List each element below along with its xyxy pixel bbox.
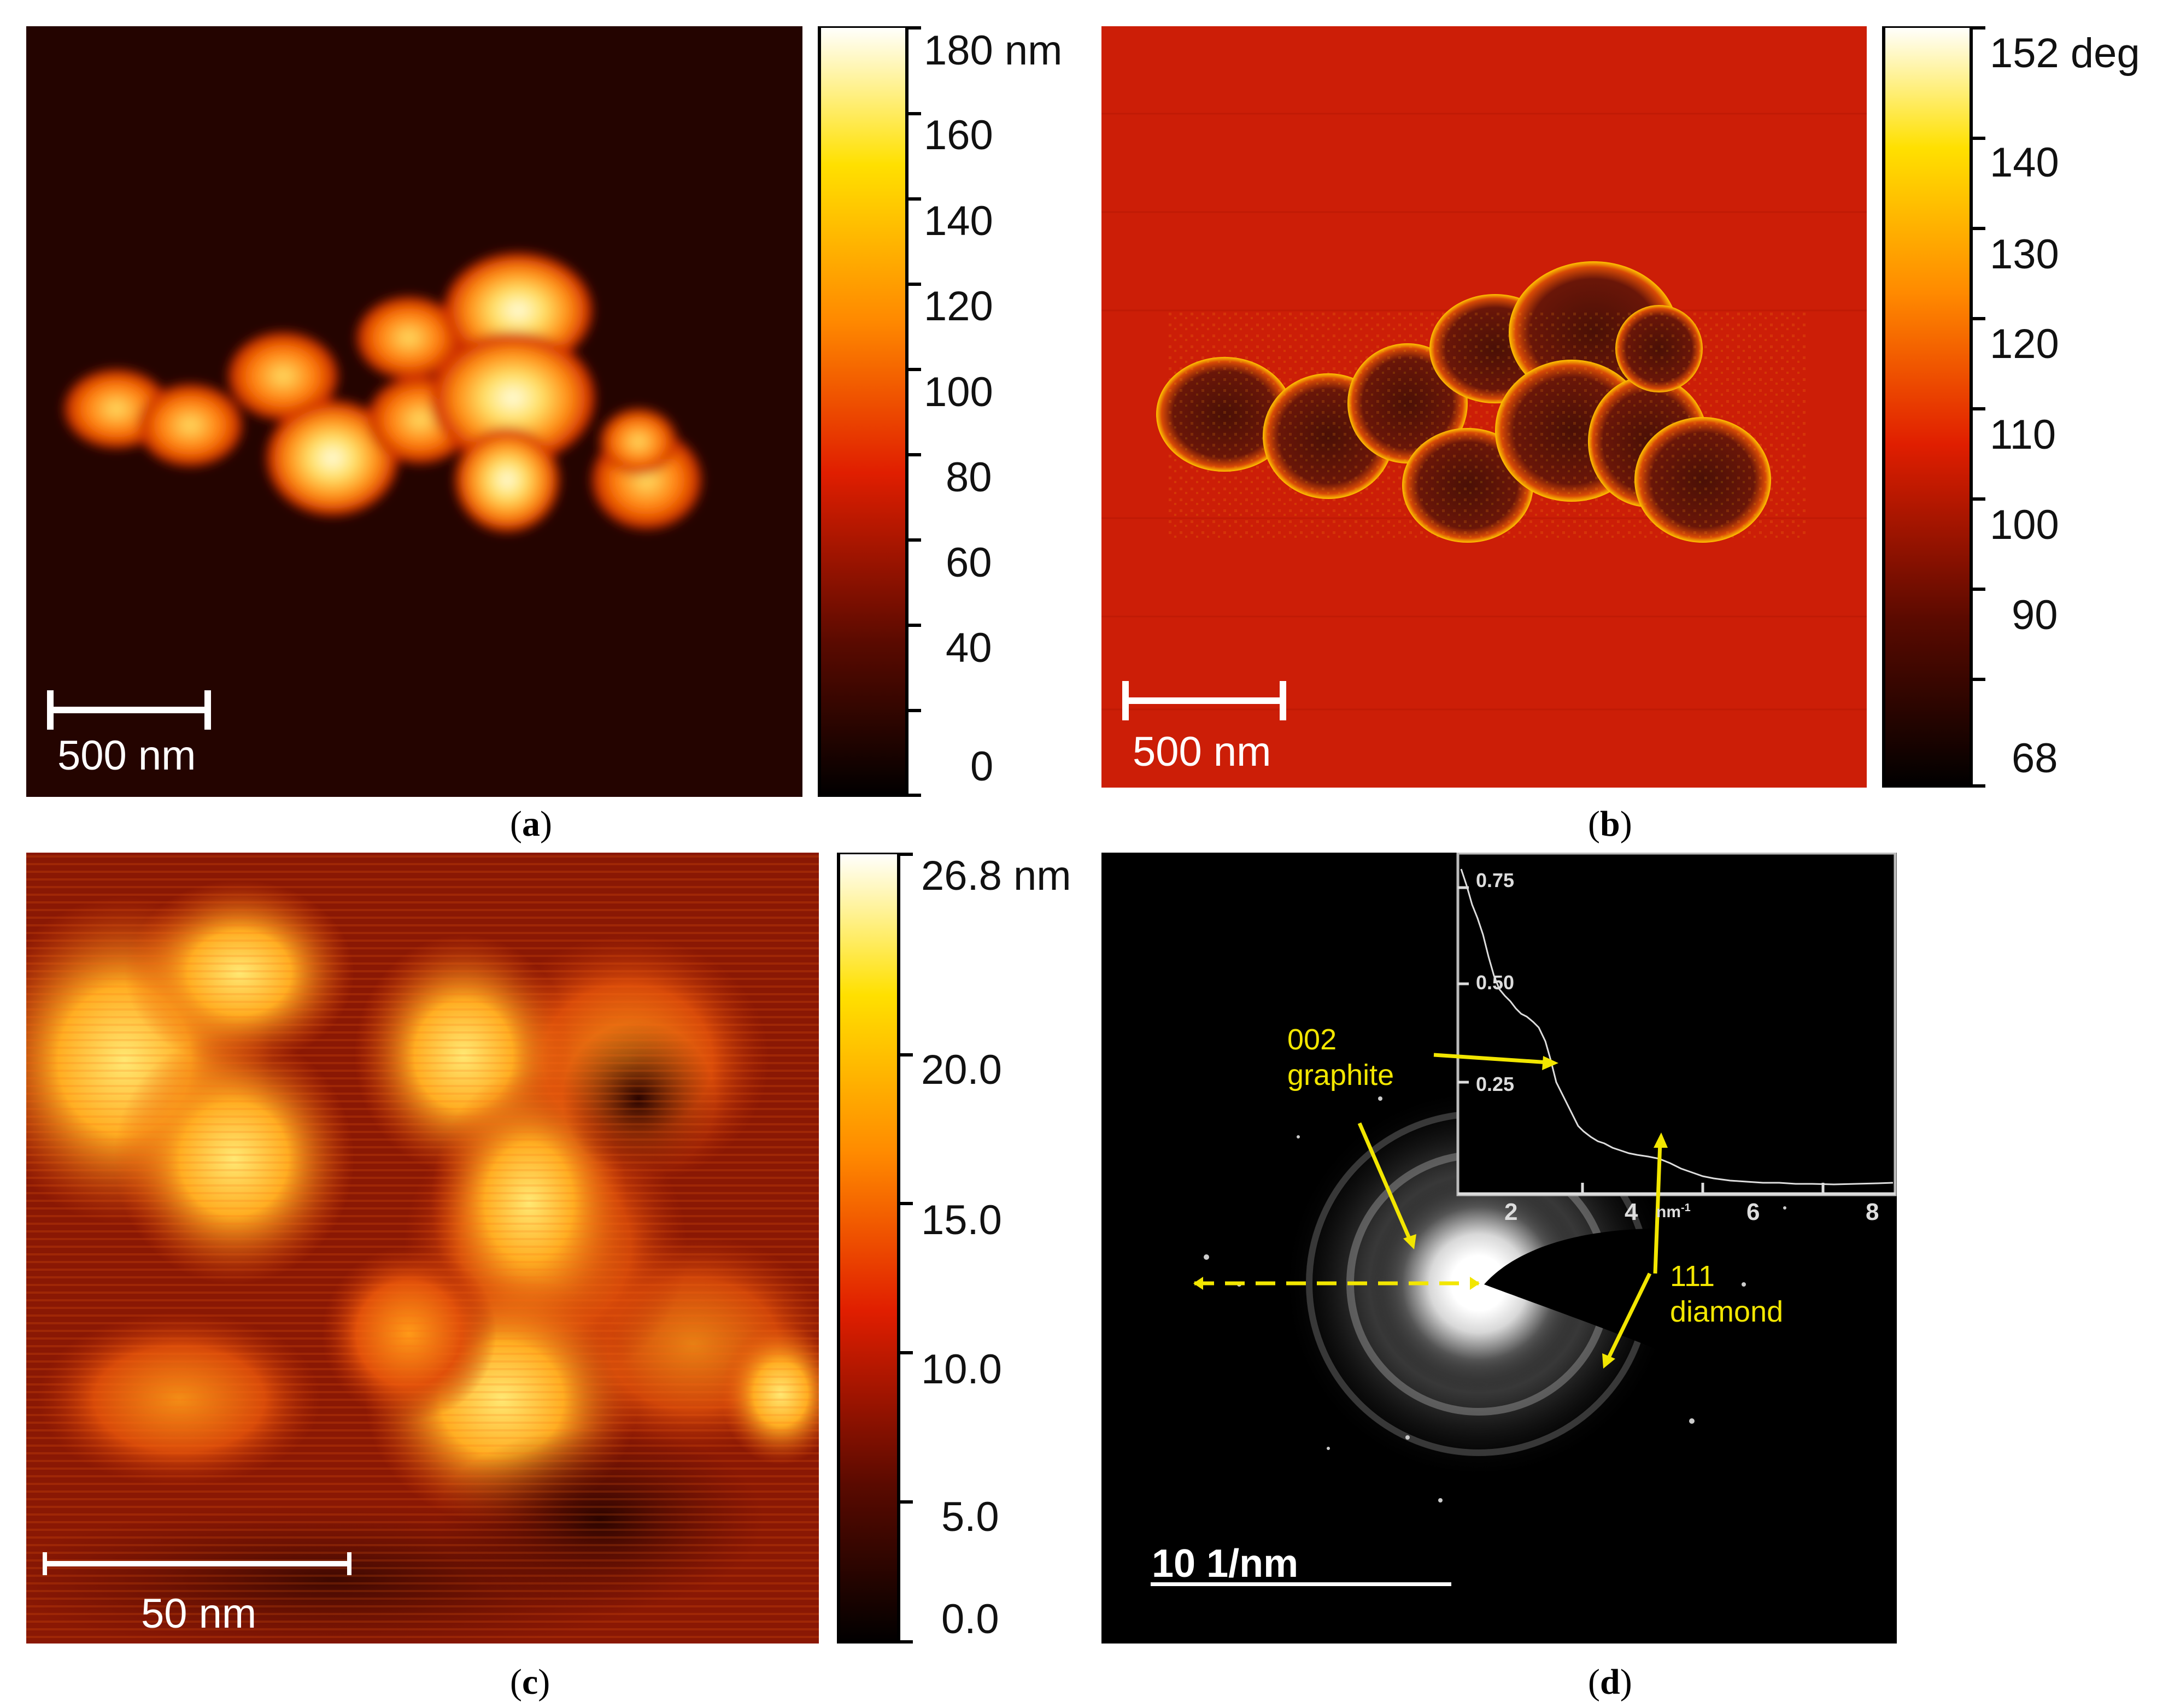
caption-a: (a) [510, 804, 552, 844]
scale-bar-b [1122, 697, 1286, 704]
colorbar-tick-a: 100 [924, 369, 993, 415]
scale-bar-label-d: 10 1/nm [1152, 1542, 1299, 1586]
scale-bar-label-b: 500 nm [1133, 729, 1271, 775]
colorbar-tick-b: 140 [1990, 139, 2059, 186]
inset-x-tick: 8 [1866, 1199, 1879, 1225]
scale-bar-c [43, 1561, 351, 1566]
colorbar-b [1882, 26, 1985, 788]
colorbar-tick-b: 110 [1990, 412, 2056, 458]
colorbar-tick-b: 68 [2012, 735, 2058, 782]
colorbar-tick-a: 40 [946, 625, 992, 671]
caption-b: (b) [1588, 804, 1632, 844]
colorbar-tick-b: 100 [1990, 502, 2059, 548]
colorbar-unit-label-a: 180 nm [924, 27, 1063, 74]
afm-height-image-a [26, 26, 802, 797]
intensity-curve [1460, 868, 1894, 1185]
colorbar-tick-c: 5.0 [941, 1494, 999, 1540]
colorbar-tick-c: 15.0 [921, 1197, 1002, 1243]
caption-c: (c) [510, 1662, 550, 1702]
scale-bar-label-a: 500 nm [57, 732, 196, 779]
colorbar-tick-a: 160 [924, 112, 993, 159]
beam-stop [1484, 1228, 1757, 1358]
colorbar-tick-a: 0 [970, 743, 994, 790]
annotation-diamond-line2: diamond [1670, 1295, 1784, 1328]
scale-bar-label-c: 50 nm [141, 1590, 257, 1637]
electron-diffraction-image-d [1101, 853, 1897, 1644]
annotation-diamond-line1: 111 [1670, 1260, 1715, 1293]
caption-d: (d) [1588, 1662, 1632, 1702]
afm-height-image-c [26, 853, 819, 1644]
colorbar-tick-b: 90 [2012, 592, 2058, 638]
inset-x-tick: 4 [1625, 1199, 1638, 1225]
colorbar-c [837, 853, 913, 1644]
inset-y-tick: 0.25 [1476, 1073, 1515, 1095]
colorbar-tick-b: 130 [1990, 231, 2059, 278]
scale-bar-a [47, 707, 211, 713]
colorbar-tick-b: 120 [1990, 321, 2059, 367]
afm-phase-image-b [1101, 26, 1867, 788]
annotation-graphite-line1: 002 [1287, 1023, 1337, 1056]
colorbar-unit-label-c: 26.8 nm [921, 853, 1071, 899]
colorbar-tick-a: 120 [924, 283, 993, 330]
colorbar-tick-c: 10.0 [921, 1346, 1002, 1393]
inset-y-tick: 0.50 [1476, 971, 1515, 994]
colorbar-tick-a: 140 [924, 198, 993, 244]
colorbar-tick-c: 20.0 [921, 1047, 1002, 1093]
inset-x-unit: nm-1 [1656, 1202, 1691, 1221]
colorbar-unit-label-b: 152 deg [1990, 30, 2140, 77]
annotation-graphite-line2: graphite [1287, 1059, 1394, 1091]
colorbar-tick-a: 80 [946, 454, 992, 501]
inset-x-tick: 6 [1746, 1199, 1760, 1225]
inset-x-tick: 2 [1504, 1199, 1518, 1225]
colorbar-a [818, 26, 921, 797]
inset-intensity-profile [1456, 853, 1897, 1196]
scale-bar-d [1151, 1582, 1451, 1586]
colorbar-tick-a: 60 [946, 539, 992, 586]
inset-y-tick: 0.75 [1476, 869, 1515, 891]
colorbar-tick-c: 0.0 [941, 1596, 999, 1642]
